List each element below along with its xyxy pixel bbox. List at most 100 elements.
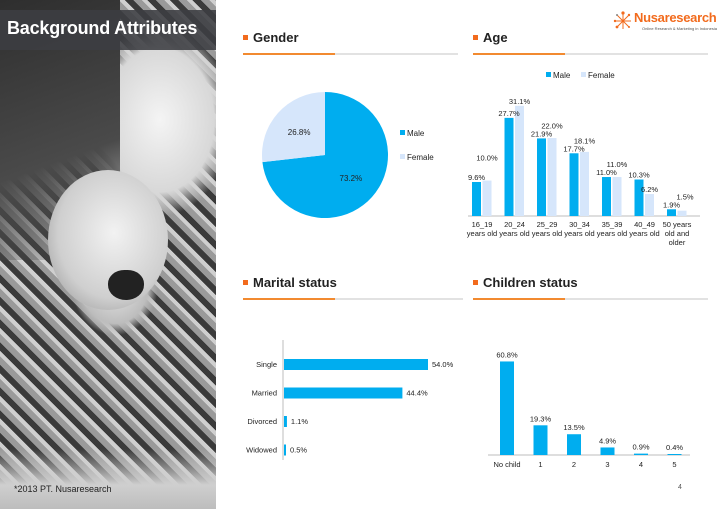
data-label-female: 31.1% [509,97,531,106]
gender-section-title: Gender [243,30,299,45]
pie-slice-male [262,92,388,219]
bar-5 [667,454,682,455]
x-tick-label: 35_39 [602,220,623,229]
legend-swatch-male [400,130,405,135]
x-tick-label: years old [597,229,627,238]
data-label-female: 1.5% [676,192,693,201]
bar-0 [500,361,514,455]
data-label: 19.3% [530,414,552,423]
x-tick-label: 3 [605,460,609,469]
data-label-male: 9.6% [468,173,485,182]
gender-pie-chart: 73.2% 26.8% Male Female [262,92,434,219]
bar-married [284,387,403,399]
copyright-footer: *2013 PT. Nusaresearch [14,484,112,494]
y-tick-label: Widowed [246,446,277,455]
data-label: 0.5% [290,446,307,455]
bar-female [677,210,687,216]
data-label: 54.0% [432,360,454,369]
legend-label-female: Female [407,153,434,162]
logo-tagline: Online Research & Marketing in Indonesia [642,26,717,31]
age-section-title: Age [473,30,508,45]
x-tick-label: years old [564,229,594,238]
x-tick-label: 5 [672,460,676,469]
bar-2 [567,434,581,455]
x-tick-label: 2 [572,460,576,469]
bar-female [612,177,622,216]
bar-divorced [284,416,287,427]
children-title-rule [473,298,708,300]
x-tick-label: 1 [538,460,542,469]
logo-burst-icon [613,11,631,29]
legend-label-female: Female [588,71,615,80]
x-tick-label: years old [629,229,659,238]
data-label-male: 17.7% [563,144,585,153]
bullet-square-icon [473,280,478,286]
marital-title-rule [243,298,463,300]
age-title-rule [473,53,708,55]
bullet-square-icon [243,280,248,286]
data-label-female: 10.0% [476,154,498,163]
pie-data-label: 73.2% [340,174,363,183]
logo-wordmark: Nusaresearch [634,10,717,25]
x-tick-label: 40_49 [634,220,655,229]
nusaresearch-logo: Nusaresearch Online Research & Marketing… [612,10,717,36]
x-tick-label: 4 [639,460,643,469]
legend-swatch-male [546,72,551,77]
data-label-female: 11.0% [607,160,628,169]
data-label-male: 11.0% [596,168,617,177]
x-tick-label: older [669,238,686,247]
bullet-square-icon [243,35,248,41]
data-label-male: 21.9% [531,129,553,138]
age-heading-text: Age [483,30,508,45]
x-tick-label: 25_29 [537,220,558,229]
x-tick-label: 16_19 [472,220,493,229]
bar-4 [634,453,648,455]
bar-3 [600,447,615,455]
photo-child-mouth [108,270,144,300]
legend-label-male: Male [553,71,571,80]
x-tick-label: years old [499,229,529,238]
photo-footer-fade [0,449,216,509]
marital-heading-text: Marital status [253,275,337,290]
bar-female [482,180,492,216]
marital-bar-chart: Single 54.0% Married 44.4% Divorced 1.1% Widow… [246,340,454,460]
pie-data-label: 26.8% [288,128,311,137]
bar-female [547,138,557,216]
x-tick-label: 50 years [663,220,692,229]
gender-title-rule [243,53,458,55]
data-label-male: 1.9% [663,200,680,209]
slide-title: Background Attributes [7,18,198,38]
legend-label-male: Male [407,129,425,138]
bar-male [602,177,611,216]
hero-photo [0,0,216,509]
data-label-female: 22.0% [541,121,563,130]
y-tick-label: Divorced [247,417,277,426]
bar-male [504,117,514,216]
data-label-female: 18.1% [574,136,596,145]
data-label: 4.9% [599,436,616,445]
data-label: 44.4% [406,389,428,398]
bar-male [634,179,644,216]
pie-slice-female [262,92,325,163]
bar-1 [533,425,548,455]
y-tick-label: Married [252,389,277,398]
bar-male [537,138,546,216]
children-section-title: Children status [473,275,578,290]
x-tick-label: years old [532,229,562,238]
gender-heading-text: Gender [253,30,299,45]
x-tick-label: No child [493,460,520,469]
bar-male [472,181,481,216]
legend-swatch-female [400,154,405,159]
data-label-male: 27.7% [498,109,520,118]
marital-section-title: Marital status [243,275,337,290]
y-tick-label: Single [256,360,277,369]
bar-widowed [284,444,286,456]
data-label: 0.9% [632,443,649,452]
data-label-female: 6.2% [641,185,658,194]
bar-single [284,359,428,370]
bar-female [645,194,654,216]
bar-male [667,209,676,216]
x-tick-label: years old [467,229,497,238]
x-tick-label: 20_24 [504,220,525,229]
data-label: 60.8% [496,350,518,359]
